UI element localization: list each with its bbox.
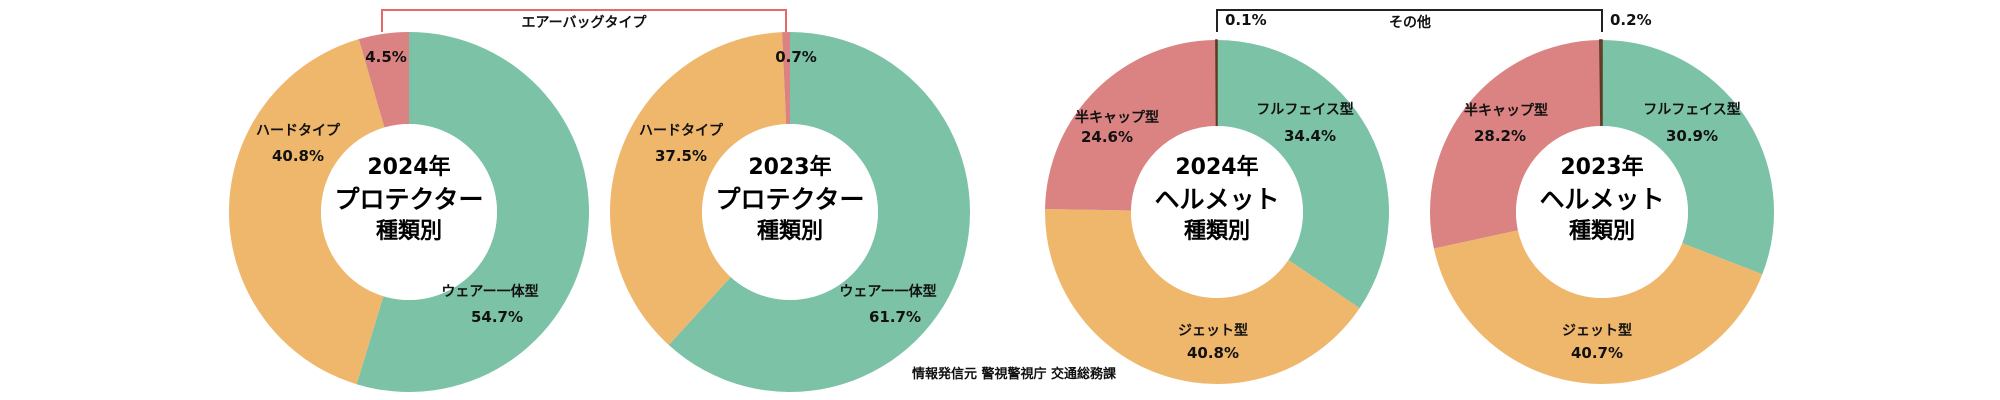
slice-label: 半キャップ型 <box>1075 109 1159 126</box>
chart-title-line: プロテクター <box>715 185 864 214</box>
donut-hole <box>1516 126 1688 298</box>
slice-ウェアー一体型 <box>668 32 971 393</box>
slice-label: ウェアー一体型 <box>441 283 538 300</box>
slice-value-label: 24.6% <box>1081 128 1133 146</box>
slice-半キャップ型 <box>1045 40 1217 211</box>
chart-title-line: ヘルメット <box>1154 185 1279 214</box>
slice-value-label: 0.7% <box>775 48 817 66</box>
chart-title-line: 種類別 <box>1184 219 1250 244</box>
slice-label: ウェアー一体型 <box>839 283 936 300</box>
slice-label: フルフェイス型 <box>1256 101 1354 118</box>
airbag-bracket-line <box>381 9 787 32</box>
slice-ジェット型 <box>1433 230 1763 385</box>
donut-hole <box>702 124 878 300</box>
chart-year: 2023年 <box>1560 154 1643 180</box>
slice-value-label: 34.4% <box>1284 127 1336 145</box>
source-credit: 情報発信元 警視警視庁 交通総務課 <box>912 366 1117 382</box>
slice-半キャップ型 <box>1430 40 1601 249</box>
chart-title-line: 種類別 <box>757 219 823 244</box>
slice-その他 <box>1215 39 1218 127</box>
chart-title-line: ヘルメット <box>1539 185 1664 214</box>
slice-value-label: 30.9% <box>1666 127 1718 145</box>
slice-value-label: 40.8% <box>272 147 324 165</box>
slice-value-label: 40.7% <box>1571 344 1623 362</box>
slice-ウェアー一体型 <box>356 32 590 392</box>
slice-エアーバッグタイプ <box>782 32 790 125</box>
slice-value-label: 0.1% <box>1225 11 1267 29</box>
slice-value-label: 4.5% <box>365 48 407 66</box>
donut-hole <box>321 124 497 300</box>
chart-title-line: プロテクター <box>334 185 483 214</box>
slice-ジェット型 <box>1045 209 1360 384</box>
slice-ハードタイプ <box>229 39 385 385</box>
other-bracket-label: その他 <box>1389 14 1431 31</box>
slice-フルフェイス型 <box>1602 40 1775 275</box>
other-bracket-line <box>1216 9 1603 32</box>
slice-label: ハードタイプ <box>256 123 341 139</box>
slice-フルフェイス型 <box>1217 40 1389 309</box>
slice-label: 半キャップ型 <box>1464 102 1548 119</box>
slice-label: ジェット型 <box>1178 322 1248 339</box>
slice-value-label: 0.2% <box>1610 11 1652 29</box>
slice-value-label: 28.2% <box>1474 127 1526 145</box>
chart-year: 2024年 <box>367 154 450 180</box>
slice-value-label: 37.5% <box>655 147 707 165</box>
slice-その他 <box>1599 39 1603 127</box>
chart-title-line: 種類別 <box>1569 219 1635 244</box>
slice-ハードタイプ <box>610 32 787 346</box>
donut-hole <box>1131 126 1303 298</box>
slice-label: ジェット型 <box>1562 322 1632 339</box>
slice-value-label: 61.7% <box>869 308 921 326</box>
slice-エアーバッグタイプ <box>358 32 409 128</box>
airbag-bracket: エアーバッグタイプ <box>381 9 787 32</box>
chart-title-line: 種類別 <box>376 219 442 244</box>
chart-year: 2023年 <box>748 154 831 180</box>
slice-label: ハードタイプ <box>639 123 724 139</box>
slice-value-label: 54.7% <box>471 308 523 326</box>
slice-value-label: 40.8% <box>1187 344 1239 362</box>
airbag-bracket-label: エアーバッグタイプ <box>521 14 647 31</box>
chart-year: 2024年 <box>1175 154 1258 180</box>
other-bracket: その他 <box>1216 9 1603 32</box>
slice-label: フルフェイス型 <box>1643 101 1741 118</box>
